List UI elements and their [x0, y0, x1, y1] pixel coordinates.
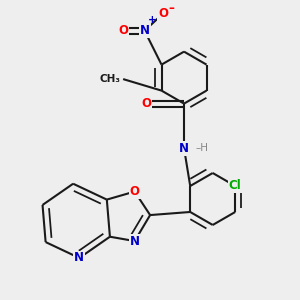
- Text: +: +: [148, 15, 156, 25]
- Text: O: O: [158, 7, 168, 20]
- Text: N: N: [74, 251, 84, 265]
- Text: O: O: [130, 185, 140, 198]
- Text: O: O: [141, 97, 151, 110]
- Text: Cl: Cl: [229, 179, 242, 193]
- Text: N: N: [130, 235, 140, 248]
- Text: –H: –H: [195, 143, 208, 153]
- Text: N: N: [179, 142, 189, 154]
- Text: –: –: [169, 2, 175, 15]
- Text: N: N: [140, 24, 150, 37]
- Text: CH₃: CH₃: [99, 74, 120, 84]
- Text: O: O: [118, 24, 128, 37]
